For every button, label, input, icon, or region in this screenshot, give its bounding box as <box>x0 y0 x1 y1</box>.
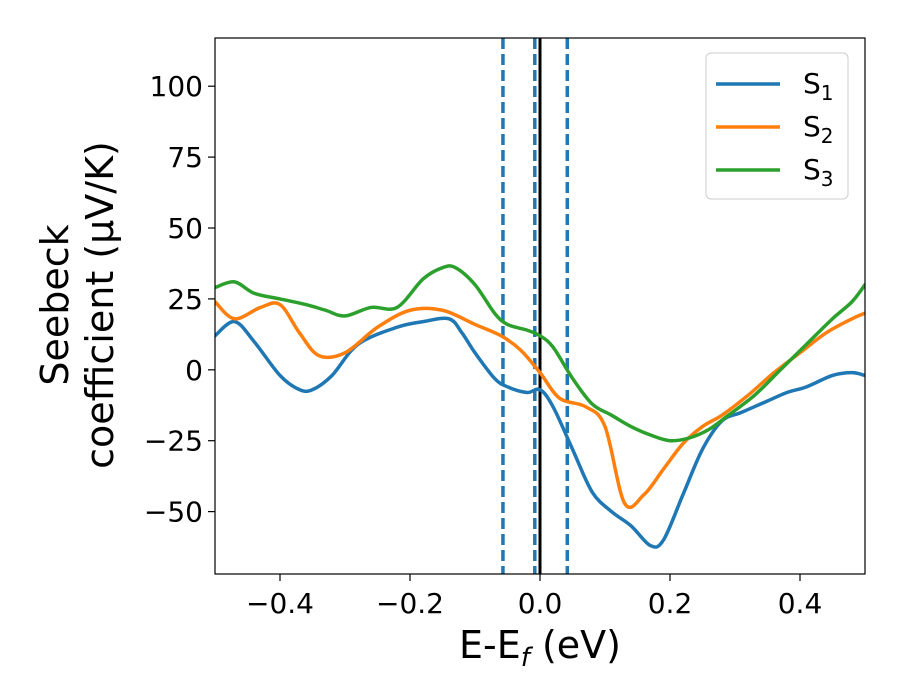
legend-label-main-1: S <box>803 67 821 100</box>
y-axis-title: Seebeck coefficient (μV/K) <box>33 141 122 469</box>
y-axis-ticks: −50 −25 0 25 50 75 100 <box>144 70 215 529</box>
y-axis-title-line1: Seebeck <box>33 224 77 385</box>
x-axis-ticks: −0.4 −0.2 0.0 0.2 0.4 <box>246 574 822 620</box>
x-tick-label-1: −0.2 <box>376 587 444 620</box>
y-tick-label-6: 100 <box>150 70 203 103</box>
series-line-3 <box>215 264 865 443</box>
y-tick-label-4: 50 <box>167 212 203 245</box>
series-line-2 <box>215 300 865 510</box>
x-axis-title-main: E-E <box>459 623 521 667</box>
legend-label-sub-3: 3 <box>821 167 834 191</box>
legend-label-main-2: S <box>803 110 821 143</box>
x-axis-title-unit: (eV) <box>530 623 621 667</box>
series-line-1 <box>215 316 865 549</box>
series-lines <box>215 264 865 549</box>
legend-label-3: S3 <box>803 153 834 191</box>
legend-label-main-3: S <box>803 153 821 186</box>
legend-label-2: S2 <box>803 110 834 148</box>
y-tick-label-2: 0 <box>185 354 203 387</box>
legend-label-1: S1 <box>803 67 834 105</box>
x-tick-label-3: 0.2 <box>648 587 693 620</box>
y-tick-label-0: −50 <box>144 496 203 529</box>
x-tick-label-0: −0.4 <box>246 587 314 620</box>
y-tick-label-1: −25 <box>144 425 203 458</box>
legend-label-sub-2: 2 <box>821 124 834 148</box>
x-tick-label-2: 0.0 <box>518 587 563 620</box>
x-axis-title: E-Ef (eV) <box>459 623 621 673</box>
x-tick-label-4: 0.4 <box>778 587 823 620</box>
y-tick-label-3: 25 <box>167 283 203 316</box>
y-tick-label-5: 75 <box>167 141 203 174</box>
y-axis-title-line2: coefficient (μV/K) <box>78 141 122 469</box>
legend-label-sub-1: 1 <box>821 81 834 105</box>
reference-lines <box>501 38 570 574</box>
